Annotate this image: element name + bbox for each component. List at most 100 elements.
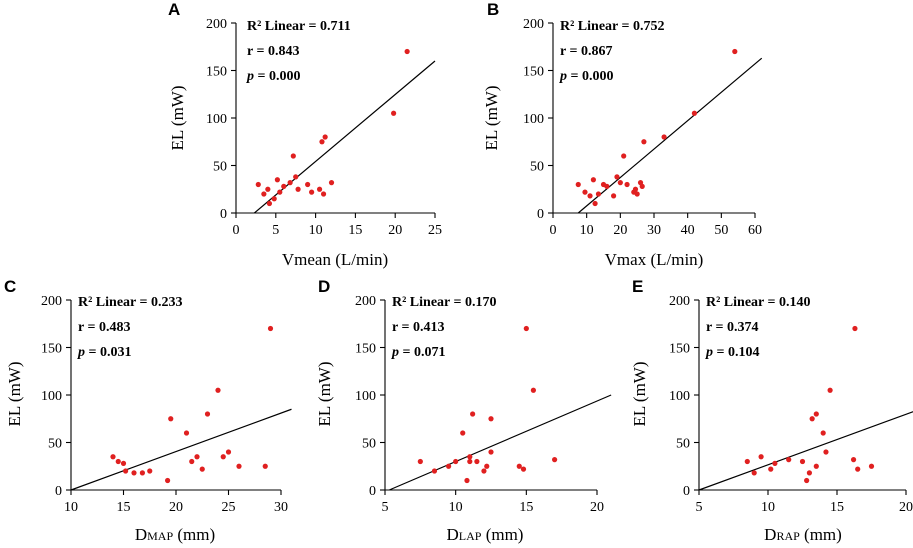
data-point xyxy=(595,191,602,197)
x-tick-label: 15 xyxy=(117,500,131,515)
x-tick-label: 50 xyxy=(714,223,728,238)
data-point xyxy=(453,458,459,465)
data-point xyxy=(316,186,323,192)
data-point xyxy=(115,458,121,465)
data-point xyxy=(220,454,226,460)
y-tick-label: 150 xyxy=(41,342,62,357)
x-tick-label: 10 xyxy=(449,500,463,515)
stat-r2: R² Linear = 0.711 xyxy=(247,19,351,34)
data-point xyxy=(820,430,826,436)
data-point xyxy=(634,191,640,197)
data-point xyxy=(305,181,311,188)
regression-line xyxy=(698,411,913,491)
y-tick-label: 200 xyxy=(669,294,690,309)
y-tick-label: 200 xyxy=(41,294,62,309)
data-point xyxy=(467,454,473,460)
x-tick-label: 5 xyxy=(382,500,389,515)
panel-letter: C xyxy=(4,277,16,296)
data-point xyxy=(488,416,494,422)
data-point xyxy=(309,189,315,195)
y-tick-label: 50 xyxy=(530,160,544,175)
data-point xyxy=(582,189,588,195)
data-point xyxy=(225,449,232,455)
data-point xyxy=(110,454,116,460)
data-point xyxy=(474,458,480,465)
data-point xyxy=(290,153,296,159)
panel-letter: E xyxy=(632,277,643,296)
data-point xyxy=(575,181,581,188)
panel-letter: D xyxy=(318,277,330,296)
data-point xyxy=(751,470,757,476)
x-tick-label: 25 xyxy=(222,500,236,515)
x-tick-label: 30 xyxy=(647,223,661,238)
x-tick-label: 20 xyxy=(388,223,402,238)
y-axis-title: EL (mW) xyxy=(5,362,24,427)
panel-a: A R² Linear = 0.711 r = 0.843 p = 0.000 … xyxy=(168,0,388,269)
stat-p: p = 0.104 xyxy=(705,345,759,360)
data-point xyxy=(806,470,813,476)
data-point xyxy=(215,387,221,393)
data-point xyxy=(277,189,283,195)
stat-p: p = 0.000 xyxy=(246,69,300,84)
y-tick-label: 200 xyxy=(206,17,227,32)
data-point xyxy=(168,416,174,422)
data-point xyxy=(194,454,200,460)
x-tick-label: 10 xyxy=(309,223,323,238)
data-point xyxy=(855,466,861,472)
stat-r: r = 0.413 xyxy=(392,320,444,335)
data-point xyxy=(320,191,327,197)
data-point xyxy=(758,454,764,460)
data-point xyxy=(274,177,280,183)
x-axis-title: DLAP (mm) xyxy=(447,525,524,544)
stat-r2: R² Linear = 0.170 xyxy=(392,295,496,310)
x-axis-title: DMAP (mm) xyxy=(135,525,215,544)
data-point xyxy=(587,193,593,199)
x-tick-label: 60 xyxy=(748,223,762,238)
y-tick-label: 200 xyxy=(523,17,544,32)
data-point xyxy=(732,48,738,55)
data-point xyxy=(744,458,750,465)
y-tick-label: 50 xyxy=(676,437,690,452)
data-point xyxy=(823,449,829,455)
data-point xyxy=(262,463,268,469)
data-point xyxy=(850,457,857,463)
data-point xyxy=(552,457,558,463)
data-point xyxy=(799,458,806,465)
data-point xyxy=(641,139,647,145)
data-point xyxy=(470,411,476,417)
regression-line xyxy=(389,394,612,491)
stat-r: r = 0.843 xyxy=(247,44,299,59)
panel-b: B R² Linear = 0.752 r = 0.867 p = 0.000 … xyxy=(482,0,703,269)
x-tick-label: 10 xyxy=(580,223,594,238)
plot-area-b: 0 10 20 30 40 50 60 0 50 100 150 200 xyxy=(523,17,763,238)
x-tick-label: 20 xyxy=(590,500,604,515)
data-point xyxy=(446,463,452,469)
x-tick-label: 15 xyxy=(830,500,844,515)
y-tick-label: 100 xyxy=(206,112,227,127)
data-point xyxy=(131,470,137,476)
y-tick-label: 100 xyxy=(355,389,376,404)
data-point xyxy=(484,463,490,469)
data-point xyxy=(204,411,211,417)
data-point xyxy=(804,477,810,484)
y-axis-title: EL (mW) xyxy=(315,362,334,427)
data-point xyxy=(271,196,277,202)
x-tick-label: 30 xyxy=(274,500,288,515)
y-tick-label: 50 xyxy=(213,160,227,175)
data-point xyxy=(328,180,335,186)
x-axis-title: Vmean (L/min) xyxy=(282,250,388,269)
plot-area-c: 10 15 20 25 30 0 50 100 150 200 xyxy=(41,294,292,515)
data-point xyxy=(809,416,815,422)
data-point xyxy=(404,48,410,55)
data-point xyxy=(617,180,623,186)
stat-r: r = 0.483 xyxy=(78,320,130,335)
data-point xyxy=(467,458,473,465)
data-point xyxy=(768,466,774,472)
x-tick-label: 5 xyxy=(272,223,279,238)
stat-r2: R² Linear = 0.752 xyxy=(560,19,664,34)
x-tick-label: 5 xyxy=(696,500,703,515)
data-point xyxy=(661,134,667,140)
y-tick-label: 50 xyxy=(48,437,62,452)
